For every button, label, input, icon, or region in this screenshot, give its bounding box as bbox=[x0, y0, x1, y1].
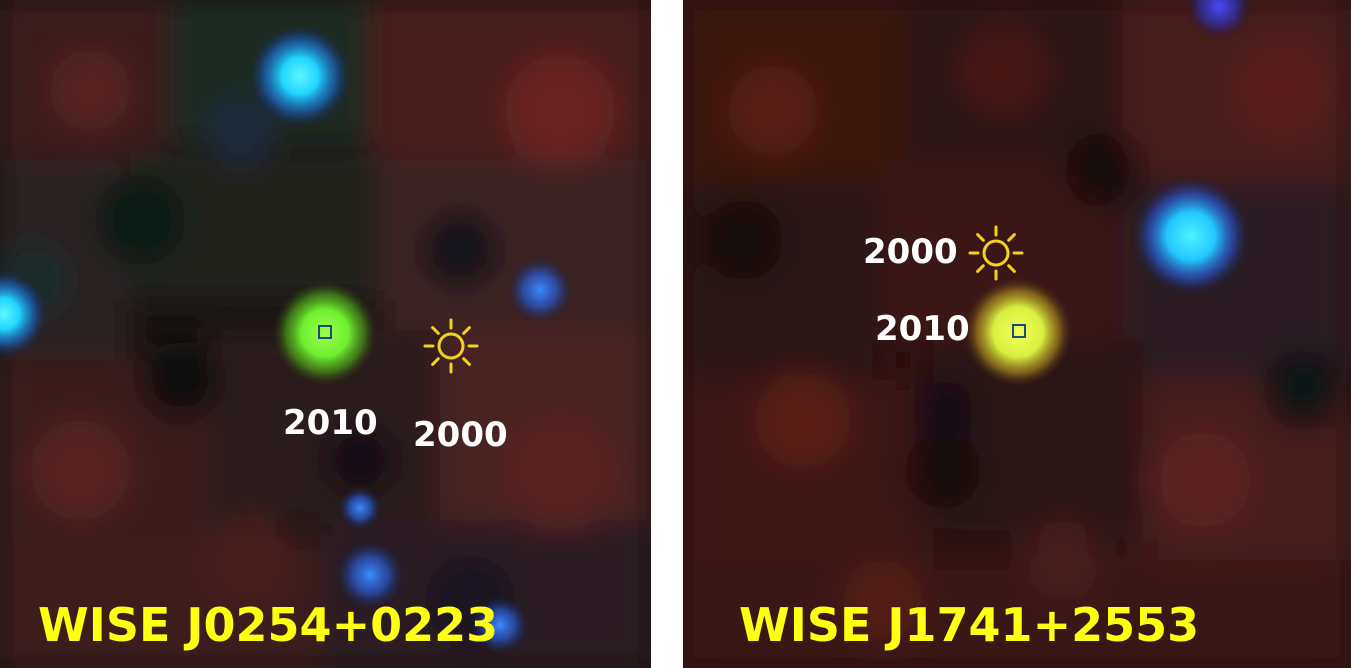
sky-image-left bbox=[0, 0, 651, 668]
epoch-label-past: 2000 bbox=[863, 232, 958, 272]
image-panel-left: 2010 2000 WISE J0254+0223 bbox=[0, 0, 651, 668]
current-position-marker bbox=[318, 325, 332, 339]
current-position-marker bbox=[1012, 324, 1026, 338]
object-name-label: WISE J1741+2553 bbox=[739, 598, 1200, 652]
image-panel-right: 2000 2010 WISE J1741+2553 bbox=[683, 0, 1351, 668]
sun-icon bbox=[968, 225, 1024, 281]
sky-image-right bbox=[683, 0, 1351, 668]
epoch-label-past: 2000 bbox=[413, 415, 508, 455]
sun-icon bbox=[423, 318, 479, 374]
object-name-label: WISE J0254+0223 bbox=[38, 598, 499, 652]
epoch-label-current: 2010 bbox=[875, 309, 970, 349]
epoch-label-current: 2010 bbox=[283, 403, 378, 443]
